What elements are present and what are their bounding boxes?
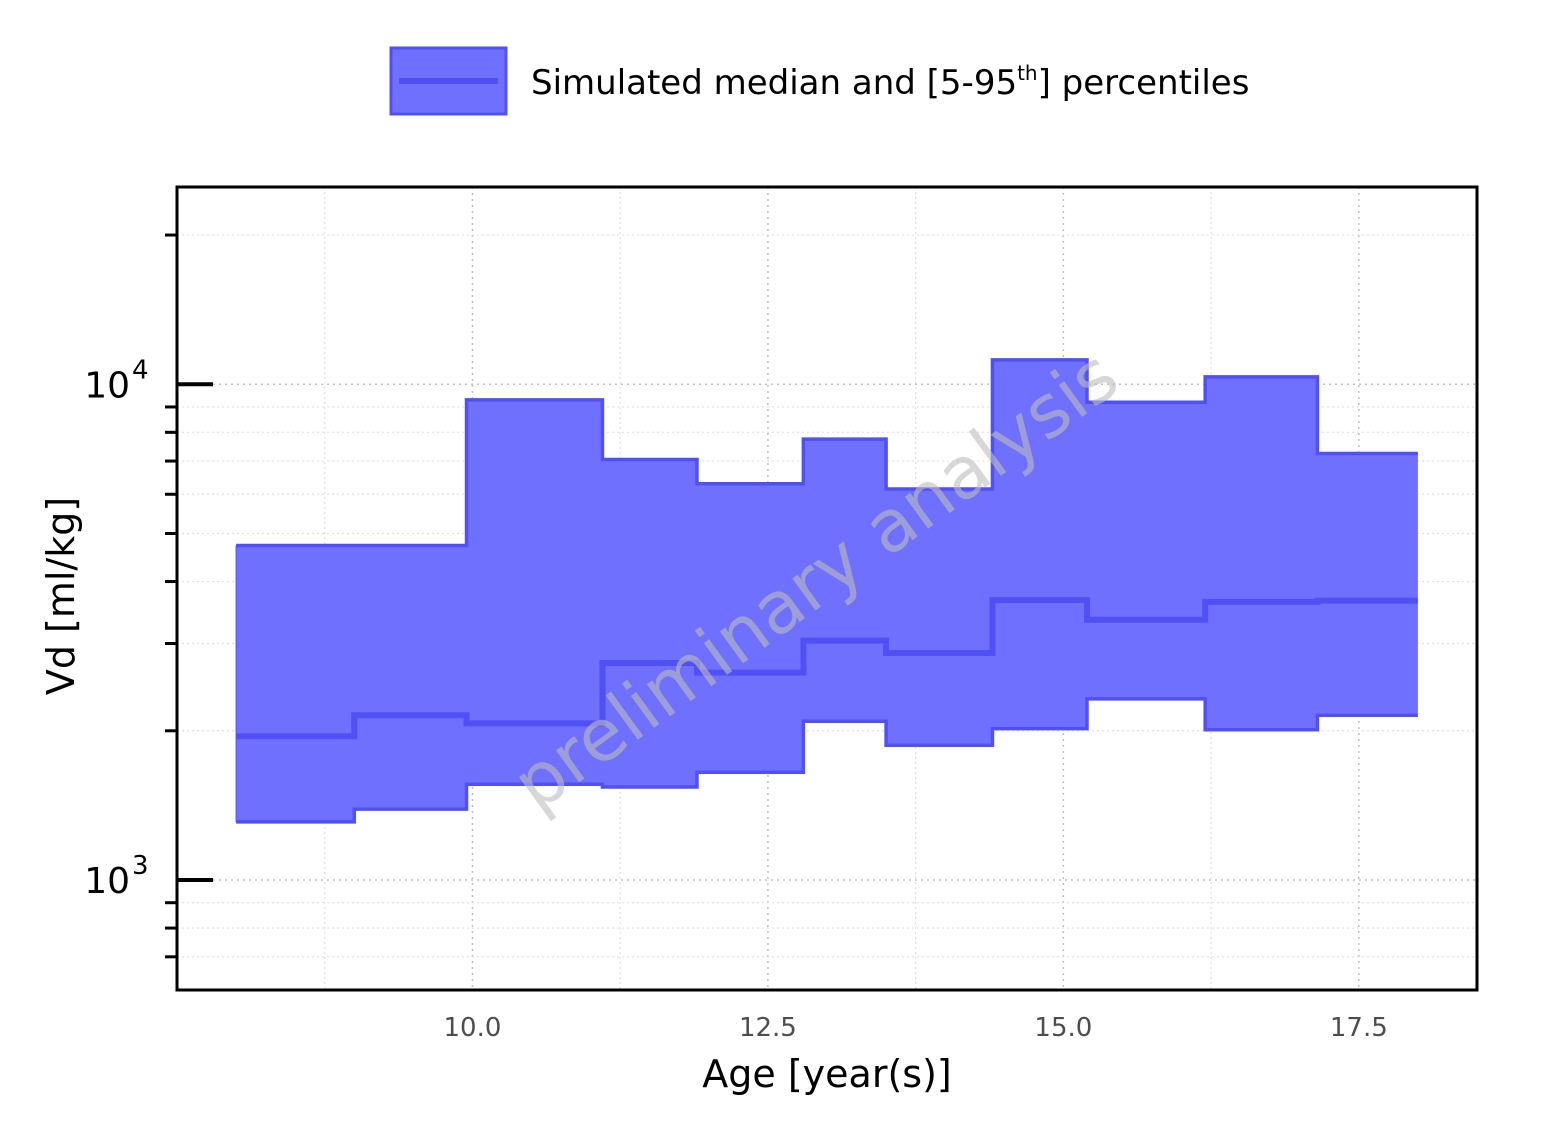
y-tick-exponent: 3 xyxy=(132,851,149,881)
x-tick-label: 10.0 xyxy=(444,1013,502,1043)
x-tick-label: 12.5 xyxy=(739,1013,797,1043)
legend-label: Simulated median and [5-95th] percentile… xyxy=(531,61,1249,103)
p95-line xyxy=(236,358,1418,548)
legend: Simulated median and [5-95th] percentile… xyxy=(389,46,1249,116)
line-layer xyxy=(236,597,1418,740)
median-line xyxy=(236,597,1418,740)
x-axis-title: Age [year(s)] xyxy=(702,1052,951,1096)
percentile-band xyxy=(236,359,1418,822)
y-tick-exponent: 4 xyxy=(132,355,149,385)
legend-label-superscript: th xyxy=(1017,61,1038,85)
band-layer xyxy=(235,358,1418,824)
plot-panel: preliminary analysis xyxy=(175,185,1479,992)
x-axis: 10.0 12.5 15.0 17.5 xyxy=(177,988,1477,1043)
y-axis-title: Vd [ml/kg] xyxy=(39,497,83,695)
y-tick-label: 10 xyxy=(84,861,130,902)
y-tick-label: 10 xyxy=(84,365,130,406)
p5-line xyxy=(236,697,1418,824)
x-tick-label: 15.0 xyxy=(1034,1013,1092,1043)
x-tick-label: 17.5 xyxy=(1330,1013,1388,1043)
